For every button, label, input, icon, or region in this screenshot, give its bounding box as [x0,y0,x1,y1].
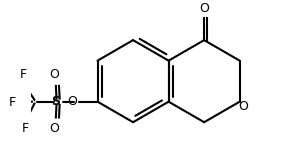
Text: O: O [199,2,209,15]
Text: F: F [21,122,29,135]
Text: O: O [50,69,60,81]
Text: S: S [51,95,60,108]
Text: F: F [8,97,16,109]
Text: O: O [50,122,60,135]
Text: F: F [20,69,26,81]
Text: O: O [67,95,77,108]
Text: O: O [238,100,248,113]
